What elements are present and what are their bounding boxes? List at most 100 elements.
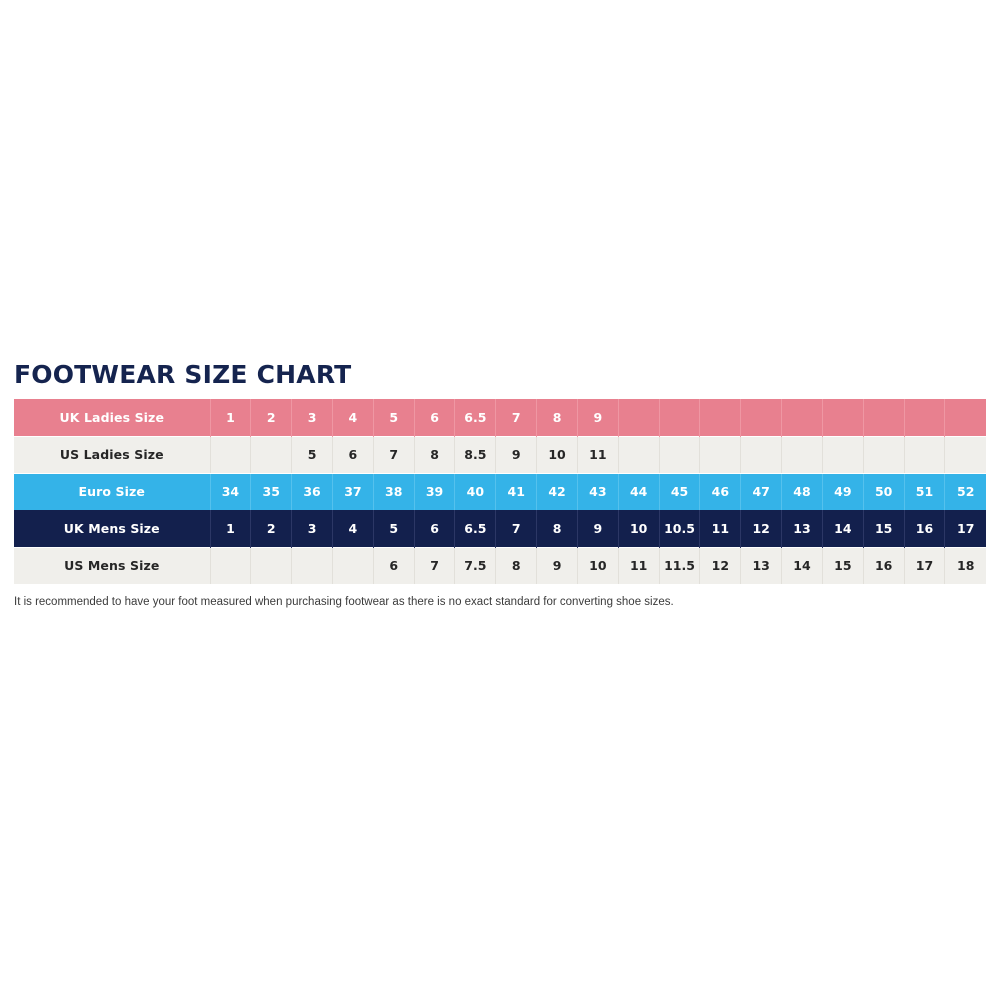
- table-row: UK Ladies Size 1 2 3 4 5 6 6.5 7 8 9: [14, 399, 986, 436]
- table-cell: [291, 546, 333, 585]
- table-cell: 8: [536, 510, 578, 547]
- table-cell: 10: [536, 435, 578, 474]
- table-cell: 6: [414, 399, 456, 436]
- table-cell: 9: [577, 399, 619, 436]
- table-cell: 7: [495, 399, 538, 436]
- table-cell: [210, 546, 252, 585]
- table-cell: [781, 435, 823, 474]
- table-cell: [210, 435, 252, 474]
- table-cell: 6: [414, 510, 456, 547]
- table-cell: 38: [373, 473, 415, 510]
- table-cell: 6: [332, 435, 374, 474]
- table-cell: 10: [577, 546, 619, 585]
- table-cell: [904, 435, 946, 474]
- table-row: US Mens Size 6 7 7.5 8 9 10 11 11.5 12 13 14 15 16 17 1…: [14, 546, 986, 585]
- table-cell: 49: [822, 473, 864, 510]
- size-conversion-table: UK Ladies Size 1 2 3 4 5 6 6.5 7 8 9 US Ladies Size…: [14, 399, 986, 585]
- row-label: UK Mens Size: [14, 510, 211, 547]
- table-cell: 9: [536, 546, 578, 585]
- table-cell: 11: [618, 546, 660, 585]
- table-cell: 45: [659, 473, 701, 510]
- table-cell: 8: [536, 399, 578, 436]
- table-cell: 37: [332, 473, 374, 510]
- table-cell: 11: [699, 510, 742, 547]
- table-cell: 11.5: [659, 546, 701, 585]
- table-cell: 46: [699, 473, 742, 510]
- table-cell: 15: [822, 546, 864, 585]
- table-cell: 1: [210, 399, 252, 436]
- table-cell: 8: [495, 546, 538, 585]
- row-label: US Ladies Size: [14, 435, 211, 474]
- table-cell: 6.5: [454, 510, 497, 547]
- table-cell: 14: [781, 546, 823, 585]
- table-cell: 13: [740, 546, 783, 585]
- table-cell: [944, 399, 986, 436]
- table-cell: [781, 399, 823, 436]
- table-cell: [659, 399, 701, 436]
- table-cell: 48: [781, 473, 823, 510]
- table-cell: [332, 546, 374, 585]
- table-cell: 13: [781, 510, 823, 547]
- table-cell: 50: [863, 473, 905, 510]
- table-cell: 7: [414, 546, 456, 585]
- table-cell: 4: [332, 399, 374, 436]
- table-cell: 34: [210, 473, 252, 510]
- table-cell: 5: [373, 510, 415, 547]
- table-cell: 41: [495, 473, 538, 510]
- table-cell: [659, 435, 701, 474]
- table-cell: [863, 399, 905, 436]
- table-cell: [740, 435, 783, 474]
- page-title: FOOTWEAR SIZE CHART: [14, 360, 352, 389]
- table-cell: 10: [618, 510, 660, 547]
- table-cell: 2: [250, 399, 293, 436]
- table-row: Euro Size 34 35 36 37 38 39 40 41 42 43 44 45 46 47 48 4…: [14, 473, 986, 510]
- table-cell: 2: [250, 510, 293, 547]
- table-cell: [944, 435, 986, 474]
- row-label: UK Ladies Size: [14, 399, 211, 436]
- table-row: US Ladies Size 5 6 7 8 8.5 9 10 11: [14, 435, 986, 474]
- table-cell: 5: [291, 435, 333, 474]
- footwear-size-chart: FOOTWEAR SIZE CHART UK Ladies Size 1 2 3 4 5 6…: [14, 362, 986, 609]
- table-cell: 4: [332, 510, 374, 547]
- table-cell: 39: [414, 473, 456, 510]
- table-cell: [740, 399, 783, 436]
- table-cell: 1: [210, 510, 252, 547]
- table-cell: [699, 435, 742, 474]
- table-cell: 12: [699, 546, 742, 585]
- row-label: US Mens Size: [14, 546, 211, 585]
- table-cell: 52: [944, 473, 986, 510]
- table-cell: 12: [740, 510, 783, 547]
- table-cell: 6: [373, 546, 415, 585]
- table-cell: 7: [495, 510, 538, 547]
- table-cell: 15: [863, 510, 905, 547]
- table-cell: 43: [577, 473, 619, 510]
- table-cell: 14: [822, 510, 864, 547]
- table-cell: [863, 435, 905, 474]
- table-cell: 16: [863, 546, 905, 585]
- table-cell: [618, 399, 660, 436]
- table-cell: [822, 399, 864, 436]
- table-cell: 5: [373, 399, 415, 436]
- table-cell: 16: [904, 510, 946, 547]
- table-cell: 3: [291, 510, 333, 547]
- table-cell: 40: [454, 473, 497, 510]
- table-cell: 3: [291, 399, 333, 436]
- row-label: Euro Size: [14, 473, 211, 510]
- table-cell: 7: [373, 435, 415, 474]
- table-cell: 42: [536, 473, 578, 510]
- table-cell: 35: [250, 473, 293, 510]
- table-cell: [250, 546, 293, 585]
- table-cell: 10.5: [659, 510, 701, 547]
- table-cell: 51: [904, 473, 946, 510]
- table-cell: 9: [495, 435, 538, 474]
- table-cell: 8.5: [454, 435, 497, 474]
- table-cell: 18: [944, 546, 986, 585]
- table-row: UK Mens Size 1 2 3 4 5 6 6.5 7 8 9 10 10.5 11 12 13 14 15…: [14, 510, 986, 547]
- table-cell: [904, 399, 946, 436]
- table-cell: 44: [618, 473, 660, 510]
- table-cell: 17: [904, 546, 946, 585]
- table-cell: 8: [414, 435, 456, 474]
- table-cell: [822, 435, 864, 474]
- footnote-text: It is recommended to have your foot meas…: [14, 595, 674, 608]
- table-cell: 17: [944, 510, 986, 547]
